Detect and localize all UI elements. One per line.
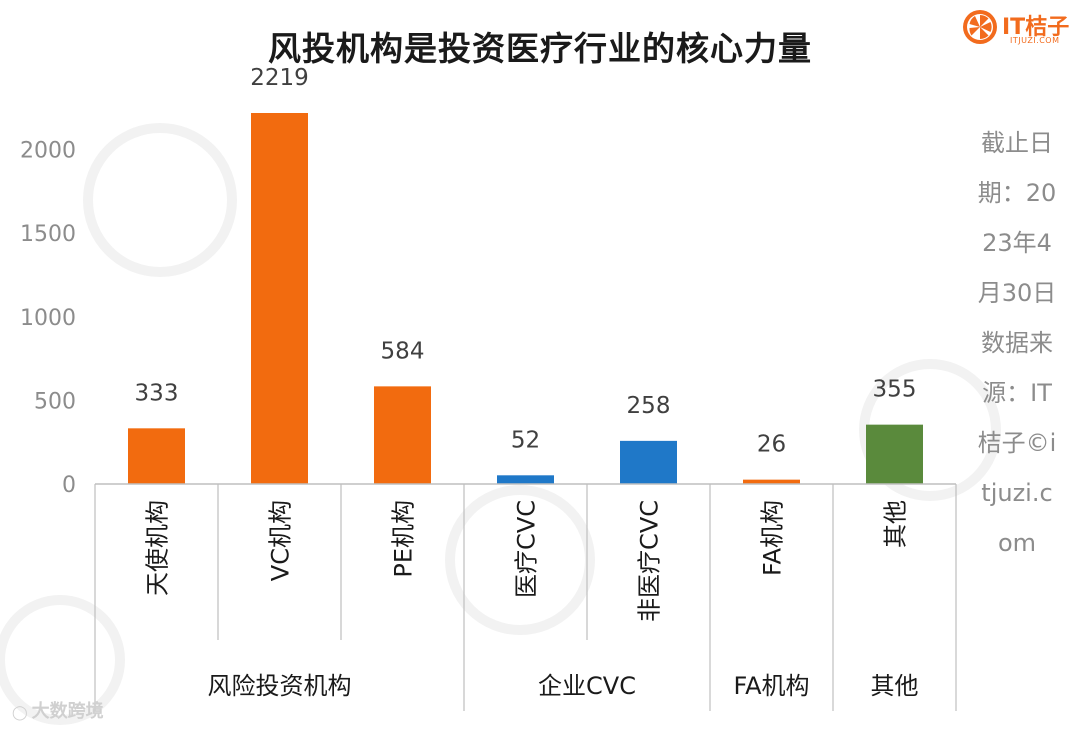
bar: [866, 424, 923, 484]
data-label: 52: [511, 427, 540, 453]
logo-brand-text: IT桔子: [1002, 15, 1070, 40]
bar: [374, 386, 431, 484]
watermark-circle: [83, 123, 237, 277]
y-tick-label: 500: [34, 389, 76, 414]
x-tick-label: 医疗CVC: [513, 500, 541, 598]
x-tick-label: PE机构: [390, 500, 418, 578]
bar: [743, 479, 800, 484]
watermark-circle: [0, 595, 125, 725]
y-tick-label: 2000: [20, 139, 76, 164]
group-label: 风险投资机构: [208, 672, 352, 700]
bar: [620, 440, 677, 484]
data-label: 333: [135, 380, 179, 406]
y-tick-label: 1000: [20, 306, 76, 331]
data-label: 584: [381, 338, 425, 364]
chart-title: 风投机构是投资医疗行业的核心力量: [268, 29, 812, 68]
bar: [128, 428, 185, 484]
x-tick-label: 非医疗CVC: [636, 500, 664, 622]
watermark-bottom: ◯ 大数跨境: [12, 697, 104, 723]
x-tick-label: VC机构: [267, 500, 295, 581]
x-tick-label: 天使机构: [144, 500, 172, 596]
data-label: 2219: [250, 65, 309, 91]
x-tick-label: 其他: [882, 500, 910, 548]
bar: [497, 475, 554, 484]
watermark-circle: [859, 359, 1001, 501]
data-label: 26: [757, 432, 786, 458]
chat-bubble-icon: ◯: [12, 705, 28, 721]
logo-url-text: ITJUZI.COM: [1010, 36, 1060, 45]
data-label: 258: [627, 393, 671, 419]
y-tick-label: 0: [62, 473, 76, 498]
y-tick-label: 1500: [20, 222, 76, 247]
data-label: 355: [873, 377, 917, 403]
watermark-text: 大数跨境: [31, 701, 104, 722]
x-tick-label: FA机构: [759, 500, 787, 576]
source-note: 截止日期：2023年4月30日数据来源：IT桔子©itjuzi.com: [977, 129, 1057, 557]
itjuzi-logo: IT桔子 ITJUZI.COM: [962, 7, 1074, 47]
group-label: 企业CVC: [538, 672, 636, 700]
group-label: FA机构: [733, 672, 809, 700]
bar: [251, 113, 308, 484]
group-label: 其他: [871, 672, 919, 700]
watermark-circle: [445, 485, 595, 635]
orange-slice-icon: [963, 10, 997, 44]
